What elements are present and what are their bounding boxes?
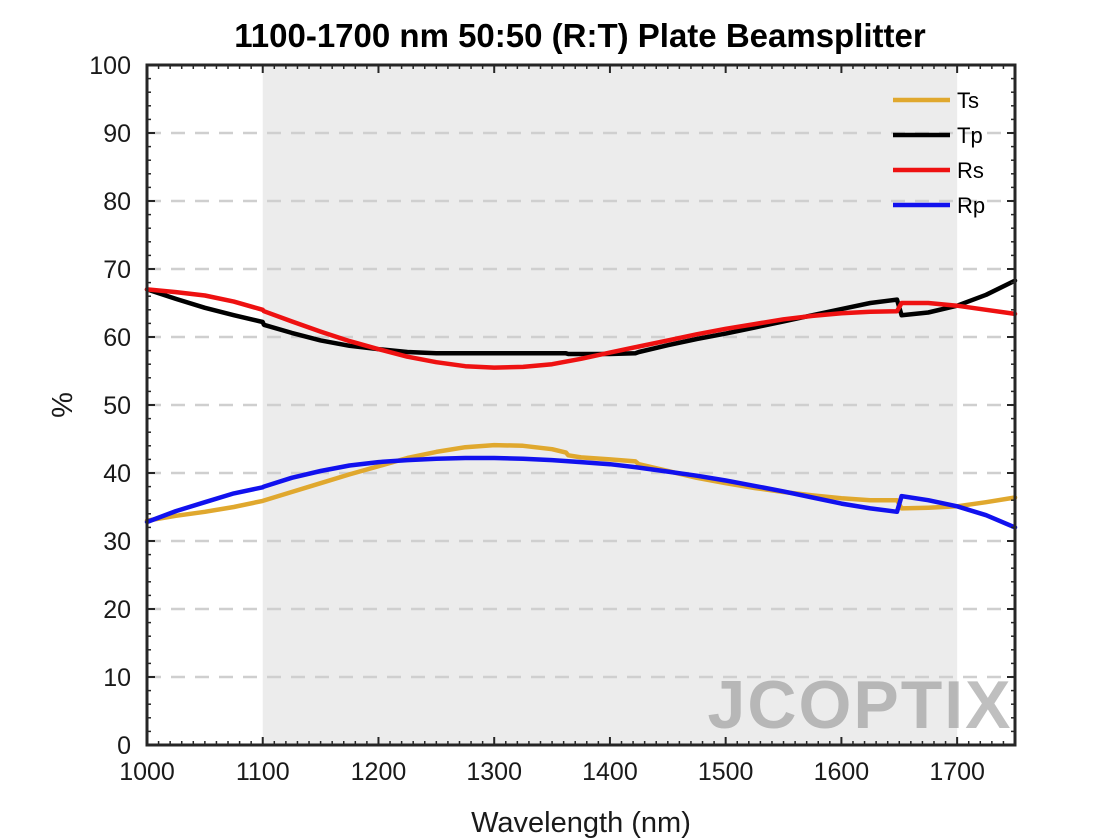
- x-tick-label: 1300: [466, 758, 522, 786]
- y-tick-label: 50: [103, 392, 131, 420]
- legend: Ts Tp Rs Rp: [893, 88, 985, 218]
- y-tick-label: 60: [103, 324, 131, 352]
- x-axis-label: Wavelength (nm): [471, 807, 691, 839]
- x-tick-label: 1600: [814, 758, 870, 786]
- watermark-text: JCOPTIX: [708, 667, 1013, 743]
- series-line-rs: [144, 287, 1018, 370]
- x-tick-labels: 1000 1100 1200 1300 1400 1500 1600 1700: [119, 758, 985, 786]
- y-tick-label: 0: [117, 732, 131, 760]
- y-tick-labels: 0 10 20 30 40 50 60 70 80 90 100: [89, 52, 131, 760]
- grid-lines: [147, 131, 1015, 679]
- series-line-tp: [144, 278, 1018, 357]
- x-tick-label: 1200: [351, 758, 407, 786]
- series-line-ts: [144, 442, 1018, 523]
- y-tick-label: 10: [103, 664, 131, 692]
- x-tick-label: 1700: [929, 758, 985, 786]
- legend-label-ts: Ts: [957, 88, 979, 113]
- y-axis-label: %: [47, 392, 79, 418]
- plot-frame: [145, 63, 1017, 747]
- y-tick-label: 30: [103, 528, 131, 556]
- legend-label-rs: Rs: [957, 158, 984, 183]
- x-tick-label: 1400: [582, 758, 638, 786]
- y-tick-label: 90: [103, 120, 131, 148]
- y-tick-label: 100: [89, 52, 131, 80]
- legend-label-tp: Tp: [957, 123, 983, 148]
- y-tick-label: 80: [103, 188, 131, 216]
- x-tick-label: 1500: [698, 758, 754, 786]
- jcoptix-watermark: JCOPTIX: [708, 667, 1013, 743]
- legend-label-rp: Rp: [957, 193, 985, 218]
- x-tick-label: 1100: [236, 758, 290, 786]
- series-line-rp: [144, 455, 1018, 530]
- y-tick-label: 70: [103, 256, 131, 284]
- x-tick-label: 1000: [119, 758, 175, 786]
- y-tick-label: 20: [103, 596, 131, 624]
- y-tick-label: 40: [103, 460, 131, 488]
- chart-title: 1100-1700 nm 50:50 (R:T) Plate Beamsplit…: [234, 17, 926, 54]
- series-group: [144, 278, 1018, 530]
